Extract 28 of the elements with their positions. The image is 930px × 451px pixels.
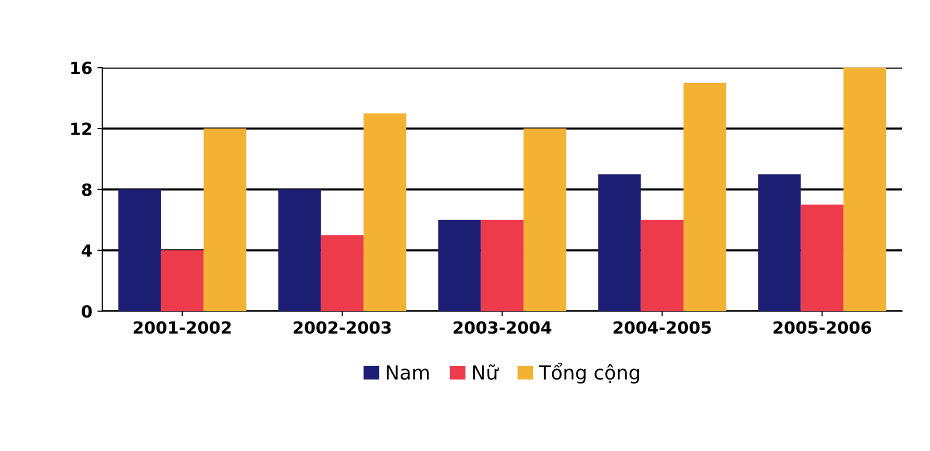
x-tick-label: 2002-2003 xyxy=(294,321,391,334)
bar xyxy=(598,174,641,312)
x-tick-label: 2001-2002 xyxy=(134,321,231,334)
bar xyxy=(800,204,844,312)
bar xyxy=(160,250,204,312)
bar xyxy=(480,220,524,312)
y-tick-label: 8 xyxy=(82,183,92,196)
y-tick-label: 0 xyxy=(82,305,92,318)
bar xyxy=(364,113,406,312)
bar xyxy=(524,128,566,312)
y-tick-label: 12 xyxy=(71,122,92,135)
bar xyxy=(278,189,321,312)
bar xyxy=(204,128,246,312)
y-tick-label: 4 xyxy=(82,244,92,257)
bar xyxy=(640,220,684,312)
bar xyxy=(843,68,886,312)
legend-label: Tổng cộng xyxy=(538,362,640,384)
y-tick-label: 16 xyxy=(71,62,92,74)
legend-label: Nam xyxy=(386,365,429,380)
x-tick-label: 2005-2006 xyxy=(774,321,872,334)
bar xyxy=(758,174,801,312)
bar xyxy=(320,235,364,312)
bar xyxy=(118,189,161,312)
x-tick-label: 2004-2005 xyxy=(614,321,711,334)
bar xyxy=(683,82,726,312)
x-tick-label: 2003-2004 xyxy=(454,321,552,334)
legend-label: Nữ xyxy=(473,364,499,380)
bar xyxy=(438,220,481,312)
